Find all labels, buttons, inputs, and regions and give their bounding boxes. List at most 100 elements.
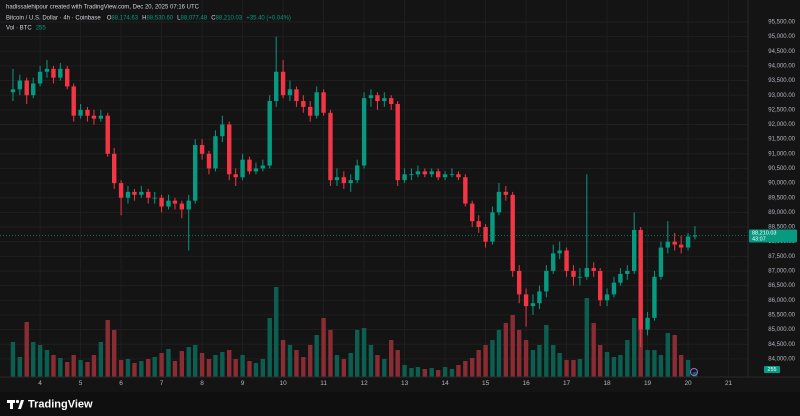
candle-body (456, 174, 461, 178)
candle-body (10, 89, 16, 93)
candle-body (470, 203, 475, 222)
candle-body (435, 171, 441, 178)
volume-value: 255 (36, 26, 47, 32)
volume-bar (193, 345, 198, 377)
volume-bar (354, 330, 360, 377)
candle-body (652, 276, 657, 318)
candle-layer (0, 36, 748, 348)
candle-body (112, 153, 117, 184)
footer-brand: TradingView (28, 398, 93, 410)
x-tick-label: 4 (38, 380, 42, 387)
candle-body (132, 191, 137, 195)
candle-body (551, 253, 556, 271)
volume-tag (764, 366, 780, 373)
candle-body (496, 191, 502, 213)
y-tick-label: 92,500.00 (768, 107, 795, 113)
candle-body (105, 115, 110, 154)
volume-bar (645, 350, 650, 377)
volume-bar (105, 320, 110, 377)
candle-body (280, 71, 286, 96)
volume-bar (503, 323, 509, 377)
candle-body (287, 89, 293, 96)
x-tick-label: 12 (360, 380, 368, 387)
ohlc-key: H (142, 16, 146, 22)
candle-body (604, 294, 610, 301)
candle-body (685, 236, 691, 248)
y-tick-label: 93,000.00 (768, 93, 795, 99)
volume-bar (17, 357, 23, 377)
candle-body (368, 95, 374, 99)
volume-bar (597, 345, 603, 377)
volume-bar (132, 363, 137, 377)
candle-body (348, 180, 353, 184)
candle-body (645, 317, 650, 330)
volume-tag-label: 255 (767, 367, 776, 373)
volume-bar (483, 345, 488, 377)
y-tick-label: 94,000.00 (768, 63, 795, 69)
x-tick-label: 13 (401, 380, 409, 387)
volume-bar (557, 353, 562, 377)
y-tick-label: 89,000.00 (768, 210, 795, 216)
y-tick-label: 84,000.00 (768, 356, 795, 362)
candle-body (584, 268, 590, 277)
candle-body (665, 241, 671, 248)
x-tick-label: 6 (119, 380, 123, 387)
volume-bar (672, 335, 677, 377)
volume-bar (692, 371, 698, 377)
candle-body (510, 194, 515, 271)
candle-body (429, 171, 434, 175)
logo-part (10, 400, 13, 409)
volume-bar (233, 359, 238, 377)
volume-bar (260, 359, 266, 377)
volume-bar (37, 345, 43, 377)
volume-bar (287, 345, 293, 377)
candle-body (672, 241, 677, 245)
volume-bar (537, 345, 542, 377)
change: +35.40 (+0.04%) (246, 16, 291, 22)
x-tick-label: 11 (320, 380, 327, 387)
volume-bar (213, 355, 218, 377)
candle-body (71, 86, 76, 116)
volume-bar (146, 359, 151, 377)
volume-bar (179, 351, 185, 377)
ohlc-value: 88,077.48 (180, 16, 207, 22)
candle-body (516, 270, 522, 295)
volume-bar (382, 359, 387, 377)
y-tick-label: 93,500.00 (768, 78, 795, 84)
volume-bar (267, 318, 272, 377)
volume-bar (604, 352, 610, 377)
candle-body (611, 282, 617, 295)
volume-bar (409, 368, 414, 377)
volume-bar (58, 358, 63, 377)
candle-body (227, 124, 232, 175)
volume-bar (139, 361, 144, 377)
volume-bar (294, 350, 299, 377)
candle-body (537, 291, 542, 304)
symbol: Bitcoin / U.S. Dollar · 4h · Coinbase (6, 16, 101, 22)
candle-body (597, 270, 603, 301)
candle-body (463, 177, 468, 204)
volume-bar (368, 345, 374, 377)
x-tick-label: 7 (160, 380, 164, 387)
ohlc-key: L (177, 16, 181, 22)
volume-bar (51, 355, 56, 377)
candle-body (503, 191, 509, 195)
candle-body (91, 115, 97, 119)
volume-bar (389, 340, 394, 377)
ohlc-value: 88,210.03 (216, 16, 243, 22)
y-tick-label: 90,000.00 (768, 181, 795, 187)
volume-bar (91, 355, 97, 377)
volume-bar (442, 367, 448, 377)
volume-bar (510, 315, 515, 377)
volume-bar (490, 340, 495, 377)
candle-body (159, 197, 164, 207)
candle-body (577, 276, 583, 278)
volume-bar (328, 330, 333, 377)
candle-body (334, 177, 340, 181)
ohlc-value: 88,174.63 (111, 16, 138, 22)
volume-bar (625, 340, 630, 377)
price-tag (749, 229, 797, 243)
candle-body (442, 174, 448, 178)
volume-bar (71, 355, 76, 377)
